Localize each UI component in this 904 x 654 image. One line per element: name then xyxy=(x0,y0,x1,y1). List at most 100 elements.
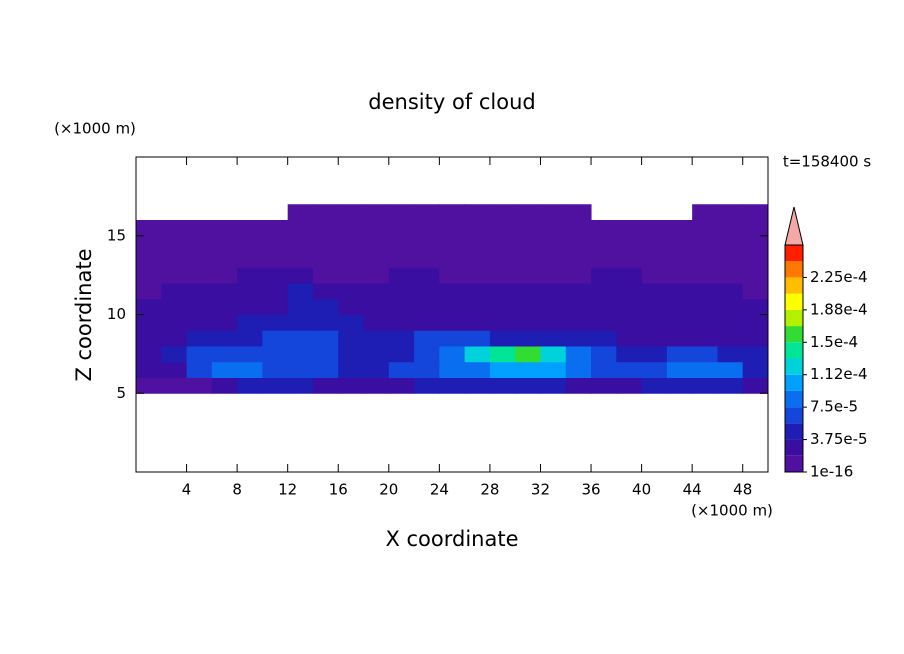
contour-cell xyxy=(338,251,365,268)
contour-cell xyxy=(717,361,744,378)
contour-cell xyxy=(237,314,263,331)
contour-cell xyxy=(591,346,617,363)
contour-cell xyxy=(136,283,162,300)
contour-cell xyxy=(439,330,466,347)
contour-cell xyxy=(742,251,769,268)
contour-cell xyxy=(692,298,718,315)
contour-cell xyxy=(161,361,188,378)
contour-cell xyxy=(464,330,491,347)
colorbar-band xyxy=(785,358,803,375)
contour-cell xyxy=(161,220,188,237)
colorbar-band xyxy=(785,245,803,262)
contour-cell xyxy=(717,314,744,331)
contour-cell xyxy=(565,361,592,378)
colorbar-band xyxy=(785,407,803,424)
contour-cell xyxy=(464,267,491,284)
contour-cell xyxy=(489,235,516,252)
contour-cell xyxy=(312,283,339,300)
contour-cell xyxy=(666,298,693,315)
contour-cell xyxy=(641,346,668,363)
contour-cell xyxy=(641,314,668,331)
contour-cell xyxy=(692,377,718,394)
contour-cell xyxy=(237,346,263,363)
contour-cell xyxy=(338,204,365,221)
contour-cell xyxy=(439,298,466,315)
contour-cell xyxy=(439,220,466,237)
contour-cell xyxy=(464,298,491,315)
contour-cell xyxy=(363,377,390,394)
contour-cell xyxy=(439,251,466,268)
contour-cell xyxy=(717,220,744,237)
contour-cell xyxy=(414,220,440,237)
contour-cell xyxy=(666,314,693,331)
contour-cell xyxy=(666,251,693,268)
contour-cell xyxy=(439,314,466,331)
contour-cell xyxy=(591,267,617,284)
contour-cell xyxy=(211,298,238,315)
contour-cell xyxy=(742,298,769,315)
colorbar-tick-label: 3.75e-5 xyxy=(810,430,868,448)
contour-cell xyxy=(515,283,541,300)
contour-cell xyxy=(186,361,213,378)
contour-cell xyxy=(666,346,693,363)
contour-cell xyxy=(717,330,744,347)
contour-cell xyxy=(742,283,769,300)
contour-cell xyxy=(742,377,769,394)
contour-cell xyxy=(591,220,617,237)
contour-cell xyxy=(186,330,213,347)
contour-cell xyxy=(414,251,440,268)
contour-cell xyxy=(388,283,415,300)
contour-cell xyxy=(237,377,263,394)
contour-cell xyxy=(591,377,617,394)
contour-cell xyxy=(591,235,617,252)
contour-cell xyxy=(464,251,491,268)
contour-cell xyxy=(388,314,415,331)
contour-cell xyxy=(414,330,440,347)
contour-cell xyxy=(186,298,213,315)
contour-cell xyxy=(565,204,592,221)
contour-cell xyxy=(211,267,238,284)
contour-cell xyxy=(338,330,365,347)
x-tick-label: 12 xyxy=(278,481,297,499)
contour-cell xyxy=(717,251,744,268)
contour-cell xyxy=(464,283,491,300)
contour-cell xyxy=(388,251,415,268)
contour-cell xyxy=(136,235,162,252)
contour-cell xyxy=(616,298,643,315)
colorbar-tick-label: 1.5e-4 xyxy=(810,333,858,351)
contour-cell xyxy=(489,314,516,331)
contour-cell xyxy=(540,235,567,252)
contour-cell xyxy=(489,220,516,237)
contour-cell xyxy=(338,298,365,315)
contour-cell xyxy=(464,314,491,331)
contour-cell xyxy=(641,235,668,252)
contour-cell xyxy=(161,267,188,284)
y-tick-label: 5 xyxy=(116,384,126,402)
contour-cell xyxy=(515,204,541,221)
contour-cell xyxy=(439,267,466,284)
contour-cell xyxy=(717,235,744,252)
contour-cell xyxy=(742,267,769,284)
contour-cell xyxy=(136,298,162,315)
contour-cell xyxy=(540,330,567,347)
contour-cell xyxy=(262,220,289,237)
contour-cell xyxy=(742,330,769,347)
contour-cell xyxy=(338,267,365,284)
contour-cell xyxy=(692,251,718,268)
contour-cell xyxy=(161,330,188,347)
contour-cell xyxy=(363,314,390,331)
contour-cell xyxy=(136,251,162,268)
contour-cell xyxy=(515,220,541,237)
contour-cell xyxy=(211,251,238,268)
contour-cell xyxy=(540,283,567,300)
contour-cell xyxy=(464,204,491,221)
colorbar-band xyxy=(785,293,803,310)
contour-cell xyxy=(565,298,592,315)
contour-cell xyxy=(161,251,188,268)
contour-cell xyxy=(388,220,415,237)
contour-cell xyxy=(742,314,769,331)
contour-cell xyxy=(312,377,339,394)
contour-cell xyxy=(666,235,693,252)
colorbar-band xyxy=(785,423,803,440)
